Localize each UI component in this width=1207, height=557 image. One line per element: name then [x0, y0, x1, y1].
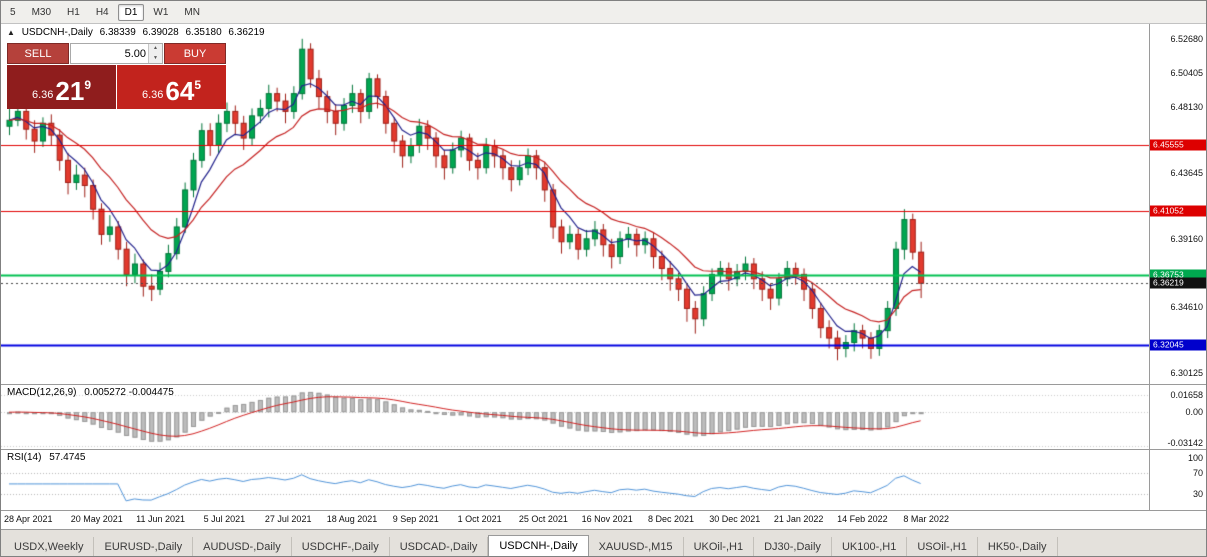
price-tag-6.36753: 6.36753	[1150, 269, 1206, 281]
rsi-label-row: RSI(14) 57.4745	[7, 452, 90, 463]
date-label: 11 Jun 2021	[136, 514, 186, 524]
rsi-axis[interactable]: 100 70 30	[1149, 450, 1206, 510]
tab-xauusd-m15[interactable]: XAUUSD-,M15	[589, 537, 684, 556]
buy-price-pips: 64	[165, 76, 195, 106]
macd-label: MACD(12,26,9)	[7, 387, 77, 398]
date-label: 5 Jul 2021	[203, 514, 246, 524]
timeframe-button-h1[interactable]: H1	[67, 6, 80, 18]
macd-values: 0.005272 -0.004475	[84, 387, 174, 398]
date-axis[interactable]: 28 Apr 2021 20 May 2021 11 Jun 2021 5 Jul 2…	[1, 511, 1206, 530]
volume-spinner: ▲ ▼	[148, 44, 162, 63]
date-label: 9 Sep 2021	[392, 514, 439, 524]
date-label: 30 Dec 2021	[709, 514, 761, 524]
price-tick: 6.30125	[1170, 368, 1203, 379]
macd-tick: 0.01658	[1170, 389, 1203, 400]
date-label: 20 May 2021	[70, 514, 123, 524]
rsi-label: RSI(14)	[7, 452, 42, 463]
sell-button[interactable]: SELL	[7, 43, 69, 64]
symbol-info: ▲ USDCNH-,Daily 6.38339 6.39028 6.35180 …	[7, 27, 269, 38]
price-tick: 6.52680	[1170, 34, 1203, 45]
sell-price-figure: 6.36	[31, 89, 54, 101]
ohlc-close: 6.36219	[228, 27, 265, 38]
sell-price-point: 9	[84, 78, 92, 92]
rsi-tick: 70	[1192, 468, 1203, 479]
rsi-tick: 30	[1192, 489, 1203, 500]
macd-axis[interactable]: 0.01658 0.00 -0.03142	[1149, 385, 1206, 449]
macd-panel: MACD(12,26,9) 0.005272 -0.004475 0.01658…	[1, 385, 1206, 450]
price-tag-6.41052: 6.41052	[1150, 205, 1206, 217]
price-tick: 6.39160	[1170, 234, 1203, 245]
timeframe-button-m30[interactable]: M30	[31, 6, 52, 18]
price-tick: 6.50405	[1170, 67, 1203, 78]
date-label: 8 Dec 2021	[647, 514, 695, 524]
symbol-arrow-icon: ▲	[7, 28, 15, 37]
tab-dj30-daily[interactable]: DJ30-,Daily	[754, 537, 832, 556]
ohlc-high: 6.39028	[142, 27, 179, 38]
timeframe-toolbar: 5 M30 H1 H4 D1 W1 MN	[1, 1, 1206, 24]
tab-eurusd-daily[interactable]: EURUSD-,Daily	[94, 537, 194, 556]
date-label: 8 Mar 2022	[903, 514, 949, 524]
timeframe-button-h4[interactable]: H4	[95, 6, 109, 18]
tab-hk50-daily[interactable]: HK50-,Daily	[978, 537, 1058, 556]
sell-price-box[interactable]: 6.36 21 9	[7, 65, 116, 109]
date-label: 1 Oct 2021	[457, 514, 502, 524]
sell-price-pips: 21	[55, 76, 85, 106]
chart-tab-bar: USDX,Weekly EURUSD-,Daily AUDUSD-,Daily USD…	[1, 530, 1206, 556]
price-tag-6.45555: 6.45555	[1150, 139, 1206, 151]
timeframe-button-5[interactable]: 5	[10, 6, 16, 18]
one-click-trade-panel: SELL ▲ ▼ BUY 6.36 21 9	[7, 43, 226, 109]
timeframe-button-w1[interactable]: W1	[153, 6, 169, 18]
volume-box: ▲ ▼	[70, 43, 163, 64]
volume-spinner-up[interactable]: ▲	[149, 44, 162, 54]
tab-usdcad-daily[interactable]: USDCAD-,Daily	[390, 537, 489, 556]
date-label: 14 Feb 2022	[837, 514, 888, 524]
tab-ukoil-h1[interactable]: UKOil-,H1	[684, 537, 755, 556]
price-axis[interactable]: 6.52680 6.50405 6.48130 6.43645 6.39160 6.346…	[1149, 24, 1206, 384]
volume-spinner-down[interactable]: ▼	[149, 53, 162, 63]
price-tag-6.36219: 6.36219	[1150, 277, 1206, 289]
ohlc-low: 6.35180	[185, 27, 222, 38]
rsi-canvas[interactable]	[1, 450, 1149, 510]
tab-audusd-daily[interactable]: AUDUSD-,Daily	[193, 537, 292, 556]
price-tick: 6.48130	[1170, 101, 1203, 112]
symbol-name: USDCNH-,Daily	[21, 27, 93, 38]
rsi-tick: 100	[1187, 452, 1203, 463]
tab-uk100-h1[interactable]: UK100-,H1	[832, 537, 908, 556]
date-label: 25 Oct 2021	[518, 514, 568, 524]
timeframe-button-mn[interactable]: MN	[184, 6, 200, 18]
main-chart-panel: ▲ USDCNH-,Daily 6.38339 6.39028 6.35180 …	[1, 24, 1206, 385]
macd-tick: 0.00	[1185, 407, 1203, 418]
rsi-plot: RSI(14) 57.4745	[1, 450, 1149, 510]
buy-price-figure: 6.36	[141, 89, 164, 101]
tab-usdchf-daily[interactable]: USDCHF-,Daily	[292, 537, 390, 556]
price-tag-6.32045: 6.32045	[1150, 339, 1206, 351]
date-label: 16 Nov 2021	[581, 514, 633, 524]
buy-price-box[interactable]: 6.36 64 5	[117, 65, 226, 109]
macd-label-row: MACD(12,26,9) 0.005272 -0.004475	[7, 387, 179, 398]
price-tick: 6.43645	[1170, 167, 1203, 178]
tab-usoil-h1[interactable]: USOil-,H1	[907, 537, 978, 556]
buy-price-point: 5	[194, 78, 202, 92]
date-label: 18 Aug 2021	[326, 514, 378, 524]
tab-usdcnh-daily[interactable]: USDCNH-,Daily	[488, 535, 589, 556]
rsi-value: 57.4745	[49, 452, 86, 463]
volume-input[interactable]	[71, 44, 148, 63]
buy-button[interactable]: BUY	[164, 43, 226, 64]
timeframe-button-d1[interactable]: D1	[117, 3, 145, 21]
date-label: 21 Jan 2022	[773, 514, 824, 524]
tab-usdx-weekly[interactable]: USDX,Weekly	[4, 537, 95, 556]
date-label: 27 Jul 2021	[264, 514, 312, 524]
price-tick: 6.34610	[1170, 301, 1203, 312]
macd-canvas[interactable]	[1, 385, 1149, 449]
ohlc-open: 6.38339	[99, 27, 136, 38]
macd-tick: -0.03142	[1167, 438, 1203, 448]
rsi-panel: RSI(14) 57.4745 100 70 30	[1, 450, 1206, 511]
date-label: 28 Apr 2021	[4, 514, 53, 524]
macd-plot: MACD(12,26,9) 0.005272 -0.004475	[1, 385, 1149, 449]
main-chart-plot: ▲ USDCNH-,Daily 6.38339 6.39028 6.35180 …	[1, 24, 1149, 384]
